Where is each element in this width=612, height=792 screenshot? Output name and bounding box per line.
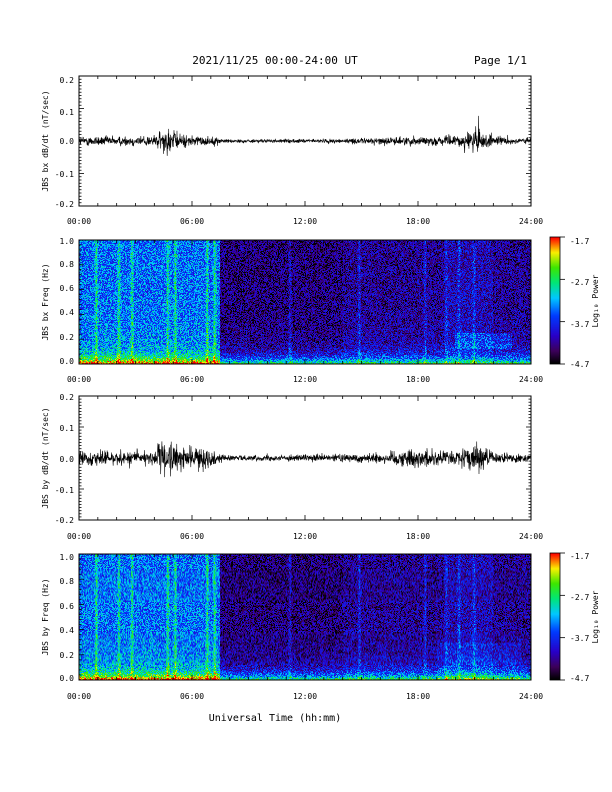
by-colorbar-ticks	[560, 552, 565, 681]
by-spec-ytick-2: 0.6	[60, 602, 75, 611]
bx-dbdt-ticks	[78, 75, 532, 207]
bx-colorbar-ticks	[560, 236, 565, 365]
by-spec-xtick-2: 12:00	[293, 692, 317, 701]
bx-dbdt-ytick-3: -0.1	[55, 170, 74, 179]
bx-spec-xtick-4: 24:00	[519, 375, 543, 384]
by-dbdt-xtick-1: 06:00	[180, 532, 204, 541]
by-colorbar-tick-0: -1.7	[570, 552, 589, 561]
by-spec-xtick-1: 06:00	[180, 692, 204, 701]
by-spec-ytick-3: 0.4	[60, 626, 75, 635]
by-colorbar-frame	[549, 552, 561, 681]
bx-colorbar-frame	[549, 236, 561, 365]
bx-spectrogram-image	[79, 240, 531, 364]
bx-colorbar-label: Log₁₀ Power	[591, 274, 600, 327]
bx-dbdt-trace	[78, 115, 532, 156]
by-spec-ytick-5: 0.0	[60, 674, 75, 683]
by-colorbar-tick-1: -2.7	[570, 593, 589, 602]
bx-spec-ylabel: JBS bx Freq (Hz)	[41, 263, 50, 340]
bx-spec-xtick-1: 06:00	[180, 375, 204, 384]
bx-spec-ytick-3: 0.4	[60, 308, 75, 317]
by-dbdt-panel: 0.2 0.1 0.0 -0.1 -0.2 JBS by dB/dt (nT/s…	[41, 393, 543, 541]
bx-colorbar-tick-2: -3.7	[570, 320, 589, 329]
by-dbdt-ytick-4: -0.2	[55, 516, 74, 525]
by-colorbar-tick-3: -4.7	[570, 674, 589, 683]
bx-colorbar-tick-1: -2.7	[570, 278, 589, 287]
by-dbdt-xtick-0: 00:00	[67, 532, 91, 541]
by-spec-ytick-4: 0.2	[60, 651, 75, 660]
bx-spec-xtick-0: 00:00	[67, 375, 91, 384]
by-dbdt-ytick-2: 0.0	[60, 455, 75, 464]
bx-spec-ytick-5: 0.0	[60, 357, 75, 366]
by-dbdt-ytick-1: 0.1	[60, 424, 75, 433]
by-dbdt-trace	[78, 441, 532, 478]
by-spec-ytick-0: 1.0	[60, 553, 75, 562]
bx-dbdt-xtick-3: 18:00	[406, 217, 430, 226]
bx-spec-xtick-3: 18:00	[406, 375, 430, 384]
bx-dbdt-xtick-2: 12:00	[293, 217, 317, 226]
by-dbdt-series	[78, 441, 532, 478]
bx-spec-ytick-0: 1.0	[60, 237, 75, 246]
bx-spec-ytick-1: 0.8	[60, 260, 75, 269]
x-axis-label: Universal Time (hh:mm)	[209, 713, 341, 724]
bx-dbdt-ytick-0: 0.2	[60, 76, 75, 85]
page-number: Page 1/1	[474, 54, 527, 67]
by-spectrogram-image	[79, 554, 531, 680]
by-colorbar-label: Log₁₀ Power	[591, 590, 600, 643]
bx-spectrogram-panel: 1.0 0.8 0.6 0.4 0.2 0.0 JBS bx Freq (Hz)…	[41, 236, 600, 384]
by-dbdt-ticks	[78, 395, 532, 521]
by-spec-xtick-4: 24:00	[519, 692, 543, 701]
by-spec-xtick-3: 18:00	[406, 692, 430, 701]
bx-colorbar-tick-0: -1.7	[570, 237, 589, 246]
bx-dbdt-ytick-2: 0.0	[60, 137, 75, 146]
by-colorbar-tick-2: -3.7	[570, 634, 589, 643]
bx-dbdt-ytick-1: 0.1	[60, 108, 75, 117]
by-dbdt-xtick-2: 12:00	[293, 532, 317, 541]
bx-dbdt-xtick-0: 00:00	[67, 217, 91, 226]
figure-title: 2021/11/25 00:00-24:00 UT	[192, 54, 358, 67]
bx-dbdt-xtick-4: 24:00	[519, 217, 543, 226]
bx-dbdt-series	[78, 115, 532, 156]
bx-spec-ytick-4: 0.2	[60, 333, 75, 342]
by-dbdt-ylabel: JBS by dB/dt (nT/sec)	[41, 407, 50, 508]
by-spec-xtick-0: 00:00	[67, 692, 91, 701]
by-dbdt-ytick-3: -0.1	[55, 486, 74, 495]
bx-dbdt-panel: 0.2 0.1 0.0 -0.1 -0.2 JBS bx dB/dt (nT/s…	[41, 75, 543, 226]
bx-spec-xtick-2: 12:00	[293, 375, 317, 384]
bx-spec-ytick-2: 0.6	[60, 284, 75, 293]
by-colorbar-image	[550, 553, 560, 680]
by-spectrogram-ticks	[78, 553, 532, 681]
bx-colorbar-tick-3: -4.7	[570, 360, 589, 369]
by-dbdt-xtick-3: 18:00	[406, 532, 430, 541]
bx-dbdt-xtick-1: 06:00	[180, 217, 204, 226]
by-dbdt-xtick-4: 24:00	[519, 532, 543, 541]
bx-dbdt-ytick-4: -0.2	[55, 200, 74, 209]
by-spec-ylabel: JBS by Freq (Hz)	[41, 578, 50, 655]
bx-dbdt-ylabel: JBS bx dB/dt (nT/sec)	[41, 90, 50, 191]
by-dbdt-ytick-0: 0.2	[60, 393, 75, 402]
by-spectrogram-panel: 1.0 0.8 0.6 0.4 0.2 0.0 JBS by Freq (Hz)…	[41, 552, 600, 701]
by-spec-ytick-1: 0.8	[60, 577, 75, 586]
bx-colorbar-image	[550, 237, 560, 364]
bx-spectrogram-ticks	[78, 239, 532, 365]
